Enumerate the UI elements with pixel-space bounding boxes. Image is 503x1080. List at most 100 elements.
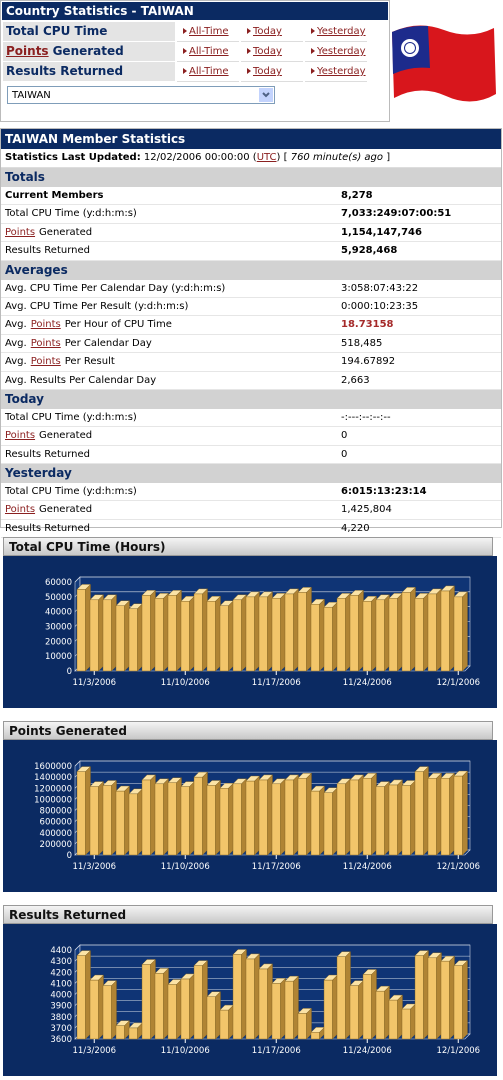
stat-row: Points Generated 0 — [1, 427, 501, 446]
period-link[interactable]: Today — [241, 62, 303, 82]
x-tick-label: 11/3/2006 — [72, 862, 116, 872]
label-text: Total CPU Time — [6, 24, 108, 38]
bar-front — [141, 779, 151, 856]
bar-front — [128, 793, 138, 856]
period-link[interactable]: Yesterday — [305, 42, 367, 62]
bar-front — [193, 593, 203, 672]
bar-front — [154, 973, 164, 1040]
stat-label: Current Members — [5, 190, 103, 201]
bar — [206, 595, 221, 672]
stat-row: Total CPU Time (y:d:h:m:s) 7,033:249:07:0… — [1, 205, 501, 224]
bar-side — [423, 766, 429, 856]
bar-front — [232, 783, 242, 856]
bar-side — [85, 950, 91, 1040]
period-link[interactable]: Yesterday — [305, 62, 367, 82]
bar-front — [193, 776, 203, 856]
updated-end: ] — [386, 152, 391, 163]
bar-side — [98, 594, 104, 672]
bar — [115, 1020, 130, 1040]
points-link[interactable]: Points — [5, 430, 36, 442]
stat-label: Points Generated — [5, 227, 92, 238]
bar-side — [254, 775, 260, 856]
label-text: Avg. Results Per Calendar Day — [5, 374, 157, 386]
stat-value: 1,154,147,746 — [341, 226, 422, 238]
bar — [284, 588, 299, 672]
bar — [349, 980, 364, 1040]
period-link[interactable]: Today — [241, 42, 303, 62]
bar-front — [258, 779, 268, 856]
bar-side — [176, 777, 182, 856]
stat-value: 7,033:249:07:00:51 — [341, 208, 452, 220]
period-link[interactable]: Today — [241, 22, 303, 42]
bar — [167, 589, 182, 672]
points-link[interactable]: Points — [30, 337, 61, 349]
country-select[interactable]: TAIWAN — [7, 86, 275, 104]
bar-side — [137, 788, 143, 856]
bar — [349, 774, 364, 856]
bar-side — [319, 785, 325, 856]
bar — [232, 948, 247, 1040]
bar-side — [306, 1007, 312, 1040]
stat-label: Avg. Points Per Hour of CPU Time — [5, 319, 172, 330]
points-link[interactable]: Points — [5, 226, 36, 238]
bar — [89, 781, 104, 856]
bar-front — [245, 780, 255, 856]
bar — [167, 979, 182, 1040]
bar — [76, 950, 91, 1040]
bar-front — [180, 601, 190, 672]
bar-front — [258, 596, 268, 672]
bar — [141, 589, 156, 672]
bar-front — [284, 593, 294, 672]
period-link[interactable]: All-Time — [177, 42, 239, 62]
label-text: Results Returned — [5, 245, 90, 257]
bar-front — [271, 783, 281, 856]
bar-front — [323, 607, 333, 672]
x-tick-label: 11/3/2006 — [72, 1046, 116, 1056]
points-link[interactable]: Points — [5, 504, 36, 516]
label-pre: Avg. — [5, 319, 27, 331]
chart-title: Results Returned — [3, 905, 493, 924]
bar-side — [462, 591, 468, 672]
stat-row: Points Generated 1,425,804 — [1, 501, 501, 520]
stat-value: 518,485 — [341, 337, 383, 349]
stat-value: 3:058:07:43:22 — [341, 282, 419, 294]
y-tick-label: 50000 — [45, 593, 72, 603]
label-text: Per Calendar Day — [64, 337, 152, 349]
bar — [76, 766, 91, 856]
updated-label: Statistics Last Updated: — [5, 152, 141, 163]
period-link[interactable]: All-Time — [177, 62, 239, 82]
chart-title: Points Generated — [3, 721, 493, 740]
bar-front — [258, 968, 268, 1040]
x-tick-label: 11/24/2006 — [343, 678, 392, 688]
bar — [180, 973, 195, 1040]
bar-front — [310, 790, 320, 856]
period-link[interactable]: Yesterday — [305, 22, 367, 42]
bar-side — [267, 591, 273, 672]
label-text: Total CPU Time (y:d:h:m:s) — [5, 208, 137, 220]
stat-row: Total CPU Time (y:d:h:m:s) -:---:--:--:-- — [1, 409, 501, 428]
bar-side — [163, 967, 169, 1040]
grid-line — [74, 576, 470, 583]
bar-side — [293, 975, 299, 1040]
utc-link[interactable]: UTC — [256, 152, 277, 163]
flag — [392, 25, 496, 102]
section-header: Totals — [1, 168, 501, 187]
bar — [310, 785, 325, 856]
period-link[interactable]: All-Time — [177, 22, 239, 42]
x-tick-label: 12/1/2006 — [436, 862, 480, 872]
bar-side — [332, 601, 338, 672]
points-link[interactable]: Points — [6, 44, 49, 58]
stat-row: Avg. Points Per Hour of CPU Time 18.73158 — [1, 316, 501, 335]
bar — [440, 585, 455, 672]
stat-label: Avg. CPU Time Per Result (y:d:h:m:s) — [5, 301, 188, 312]
bar — [310, 598, 325, 672]
stat-value: 0:000:10:23:35 — [341, 300, 419, 312]
bar — [154, 592, 169, 672]
stat-value: 1,425,804 — [341, 504, 392, 516]
y-tick-label: 600000 — [40, 818, 72, 828]
points-link[interactable]: Points — [30, 319, 61, 331]
points-link[interactable]: Points — [30, 356, 61, 368]
bar-front — [193, 965, 203, 1040]
bar-side — [267, 963, 273, 1040]
